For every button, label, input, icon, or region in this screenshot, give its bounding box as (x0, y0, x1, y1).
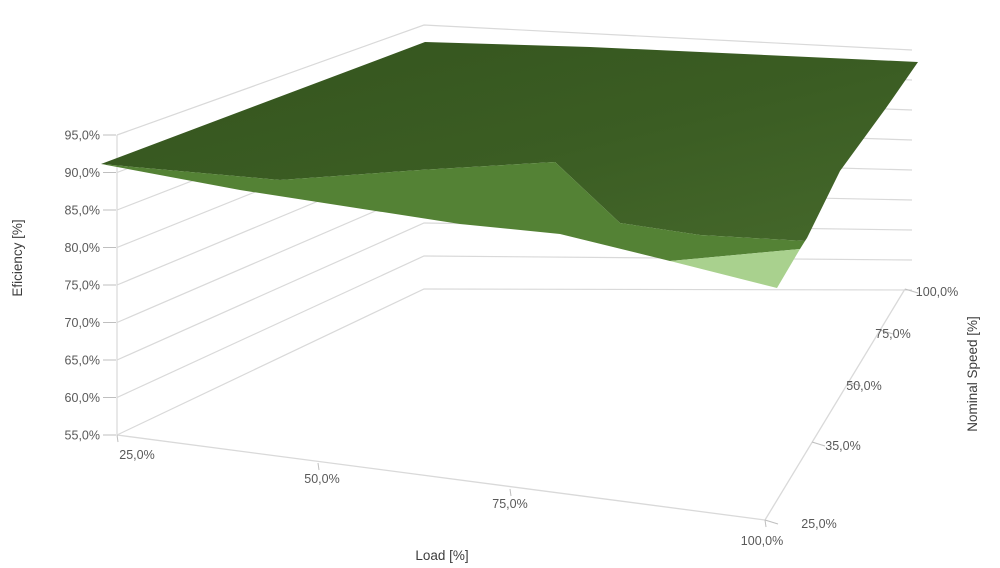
value-tick-label: 65,0% (65, 354, 100, 368)
value-tick-label: 60,0% (65, 391, 100, 405)
speed-tick-label: 35,0% (825, 439, 860, 453)
speed-tick-mark (904, 288, 919, 294)
value-tick-label: 85,0% (65, 204, 100, 218)
value-gridline (116, 288, 913, 436)
load-tick-mark (116, 434, 119, 443)
value-gridline (116, 24, 913, 136)
value-gridline (116, 255, 913, 399)
surface-bands (101, 42, 918, 288)
load-tick-label: 100,0% (741, 534, 783, 548)
value-tick-label: 80,0% (65, 241, 100, 255)
tick-labels: 55,0% 60,0% 65,0% 70,0% 75,0% 80,0% 85,0% 90,0%… (65, 129, 959, 549)
surface-band-85-90 (101, 162, 805, 261)
load-tick-mark (764, 519, 767, 528)
speed-axis-line (764, 288, 906, 521)
speed-tick-label: 75,0% (875, 327, 910, 341)
speed-tick-label: 100,0% (916, 285, 958, 299)
load-tick-mark (317, 462, 320, 471)
speed-tick-mark (764, 519, 779, 525)
speed-tick-label: 50,0% (846, 379, 881, 393)
axis-lines-and-ticks (103, 134, 919, 528)
value-tick-label: 70,0% (65, 316, 100, 330)
load-tick-mark (509, 488, 512, 497)
load-tick-label: 25,0% (119, 448, 154, 462)
load-axis-line (116, 434, 766, 521)
speed-tick-mark (847, 381, 862, 387)
speed-axis-title: Nominal Speed [%] (965, 316, 980, 432)
speed-tick-mark (811, 441, 826, 447)
surface-band-80-85 (670, 249, 800, 288)
value-tick-label: 55,0% (65, 429, 100, 443)
value-axis-title: Eficiency [%] (10, 219, 25, 296)
value-tick-label: 95,0% (65, 129, 100, 143)
speed-tick-label: 25,0% (801, 517, 836, 531)
speed-tick-mark (879, 329, 894, 335)
value-tick-label: 75,0% (65, 279, 100, 293)
load-tick-label: 50,0% (304, 472, 339, 486)
surface-band-90-95 (101, 42, 918, 241)
load-axis-title: Load [%] (415, 548, 468, 563)
load-tick-label: 75,0% (492, 497, 527, 511)
value-tick-label: 90,0% (65, 166, 100, 180)
